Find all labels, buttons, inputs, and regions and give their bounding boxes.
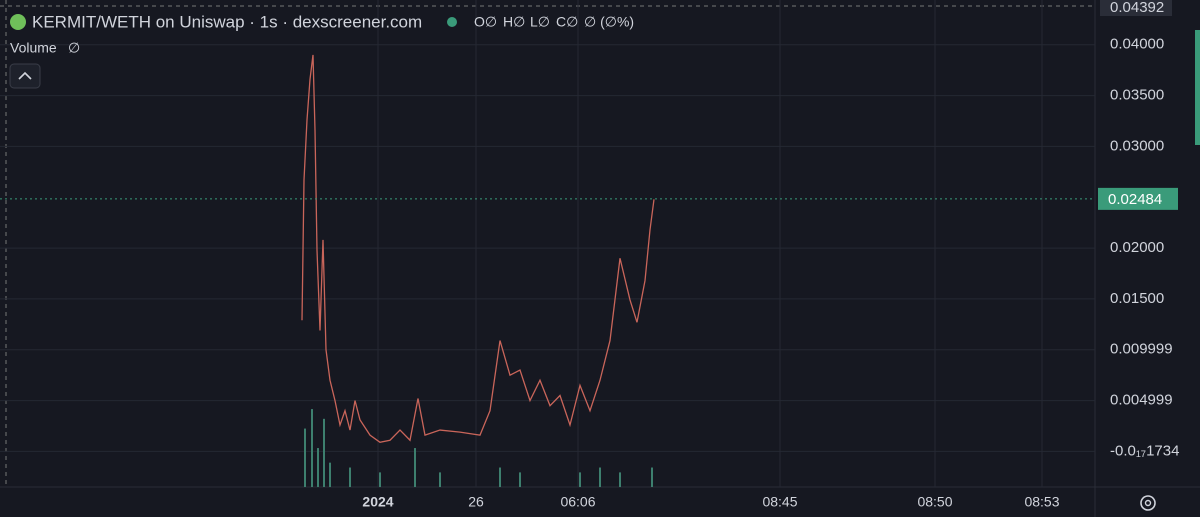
volume-value: ∅ bbox=[68, 40, 80, 56]
volume-bar bbox=[599, 467, 601, 487]
volume-bar bbox=[317, 448, 319, 487]
settings-button[interactable] bbox=[1140, 495, 1156, 511]
scroll-indicator bbox=[1195, 30, 1200, 145]
legend-open: O∅ bbox=[474, 14, 497, 30]
y-tick-label: 0.04392 bbox=[1110, 0, 1164, 16]
volume-bar bbox=[579, 472, 581, 487]
y-tick-label: 0.009999 bbox=[1110, 341, 1173, 358]
x-tick-label: 2024 bbox=[362, 494, 393, 510]
volume-bar bbox=[311, 409, 313, 487]
y-tick-label: 0.03000 bbox=[1110, 137, 1164, 154]
volume-bar bbox=[651, 467, 653, 487]
volume-bar bbox=[349, 467, 351, 487]
volume-bar bbox=[304, 428, 306, 487]
status-dot bbox=[447, 17, 457, 27]
volume-bar bbox=[329, 462, 331, 487]
volume-bar bbox=[439, 472, 441, 487]
y-tick-label: 0.02000 bbox=[1110, 239, 1164, 256]
y-tick-label: 0.03500 bbox=[1110, 87, 1164, 104]
volume-bar bbox=[323, 418, 325, 487]
y-tick-label: 0.04000 bbox=[1110, 36, 1164, 53]
gear-center bbox=[1144, 499, 1152, 507]
token-logo bbox=[10, 14, 26, 30]
volume-bar bbox=[414, 448, 416, 487]
volume-bar bbox=[499, 467, 501, 487]
legend-high: H∅ bbox=[503, 14, 525, 30]
x-tick-label: 08:53 bbox=[1024, 494, 1059, 510]
chart-title: KERMIT/WETH on Uniswap · 1s · dexscreene… bbox=[32, 12, 422, 31]
volume-bar bbox=[519, 472, 521, 487]
plot bbox=[0, 0, 1095, 487]
price-line bbox=[301, 54, 655, 443]
x-tick-label: 26 bbox=[468, 494, 484, 510]
volume-bar bbox=[379, 472, 381, 487]
legend-low: L∅ bbox=[530, 14, 550, 30]
volume-bar bbox=[619, 472, 621, 487]
collapse-icon bbox=[18, 71, 32, 80]
y-tick-label: 0.004999 bbox=[1110, 392, 1173, 409]
gear-icon bbox=[1140, 495, 1156, 511]
y-tick-label: -0.0₁₇1734 bbox=[1110, 442, 1179, 459]
collapse-button[interactable] bbox=[9, 63, 41, 89]
legend-close: C∅ bbox=[556, 14, 578, 30]
x-tick-label: 06:06 bbox=[560, 494, 595, 510]
volume-label: Volume bbox=[10, 40, 57, 56]
last-price-label: 0.02484 bbox=[1108, 191, 1162, 208]
y-tick-label: 0.01500 bbox=[1110, 290, 1164, 307]
x-tick-label: 08:45 bbox=[762, 494, 797, 510]
tick-label-box bbox=[1100, 0, 1172, 16]
x-tick-label: 08:50 bbox=[917, 494, 952, 510]
last-price-box bbox=[1098, 187, 1178, 210]
legend-change: ∅ (∅%) bbox=[584, 14, 634, 30]
